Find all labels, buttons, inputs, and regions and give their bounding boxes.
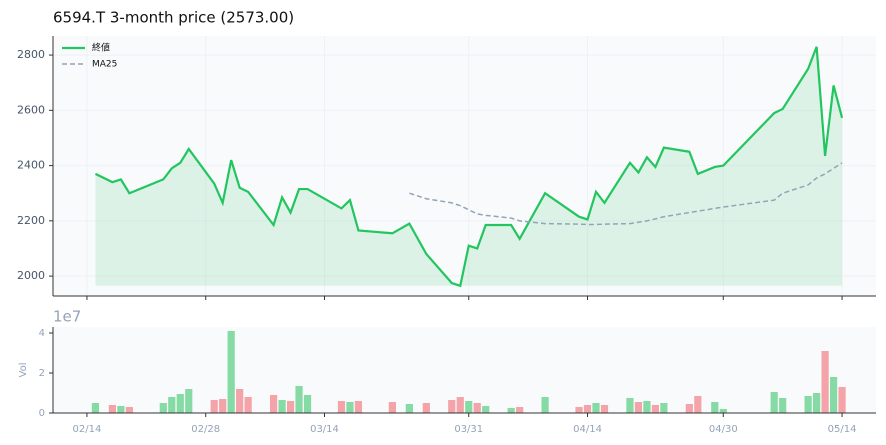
volume-bar xyxy=(159,403,167,413)
plot-bg xyxy=(53,327,876,413)
legend-label: 終値 xyxy=(92,42,110,54)
volume-bar xyxy=(168,397,176,413)
volume-bar xyxy=(804,396,812,413)
volume-bar xyxy=(286,401,295,413)
y-tick-label: 2400 xyxy=(17,159,45,172)
volume-bar xyxy=(422,403,430,413)
x-tick-label: 03/31 xyxy=(454,424,483,435)
volume-bar xyxy=(575,407,583,413)
volume-bar xyxy=(244,397,252,413)
volume-bar xyxy=(465,401,473,413)
volume-bar xyxy=(779,398,787,413)
volume-bar xyxy=(117,406,125,413)
volume-bar xyxy=(227,331,235,413)
y-tick-label: 2 xyxy=(39,368,45,379)
volume-bar xyxy=(354,401,363,413)
volume-bar xyxy=(643,401,651,413)
volume-bar xyxy=(592,403,600,413)
volume-bar xyxy=(278,400,286,413)
y-tick-label: 4 xyxy=(39,328,45,339)
volume-bar xyxy=(711,402,719,413)
volume-bar xyxy=(236,389,244,413)
volume-bar xyxy=(600,405,609,413)
volume-bar xyxy=(176,394,184,413)
y-tick-label: 0 xyxy=(39,408,45,419)
volume-bar xyxy=(583,405,592,413)
volume-bar xyxy=(346,402,354,413)
volume-bar xyxy=(337,401,346,413)
y-tick-label: 2000 xyxy=(17,269,45,282)
volume-bar xyxy=(821,351,829,413)
volume-bar xyxy=(473,403,481,413)
x-tick-label: 04/30 xyxy=(709,424,738,435)
volume-bar xyxy=(405,404,413,413)
line xyxy=(409,162,843,226)
legend-label: MA25 xyxy=(92,60,117,70)
volume-bar xyxy=(694,396,702,413)
volume-bar xyxy=(541,397,549,413)
volume-bar xyxy=(838,387,846,413)
volume-bar xyxy=(269,395,278,413)
volume-bar xyxy=(456,397,464,413)
volume-bar xyxy=(185,389,193,413)
line xyxy=(94,46,844,288)
volume-bar xyxy=(295,386,303,413)
x-tick-label: 04/14 xyxy=(573,424,602,435)
y-tick-label: 2800 xyxy=(17,48,45,61)
chart-title: 6594.T 3-month price (2573.00) xyxy=(53,9,294,27)
volume-bar xyxy=(210,400,218,413)
volume-bar xyxy=(770,392,778,413)
x-tick-label: 05/14 xyxy=(828,424,857,435)
y-axis-label: Vol xyxy=(18,363,29,378)
volume-bar xyxy=(303,395,312,413)
volume-bar xyxy=(634,402,643,413)
volume-bar xyxy=(660,403,668,413)
volume-bar xyxy=(108,405,116,413)
volume-bar xyxy=(685,404,693,413)
volume-bar xyxy=(516,407,524,413)
x-tick-label: 03/14 xyxy=(310,424,339,435)
offset-label: 1e7 xyxy=(53,308,81,326)
y-tick-label: 2200 xyxy=(17,214,45,227)
y-tick-label: 2600 xyxy=(17,103,45,116)
volume-bar xyxy=(651,405,660,413)
volume-bar xyxy=(388,402,396,413)
volume-bar xyxy=(626,398,634,413)
x-tick-label: 02/28 xyxy=(191,424,220,435)
volume-bar xyxy=(219,399,227,413)
volume-bar xyxy=(91,403,100,413)
volume-bar xyxy=(719,409,727,413)
area xyxy=(95,46,843,286)
volume-bar xyxy=(813,393,821,413)
volume-bar xyxy=(482,406,490,413)
volume-bar xyxy=(507,408,515,413)
volume-bar xyxy=(125,407,133,413)
volume-bar xyxy=(829,377,838,413)
volume-bar xyxy=(448,400,456,413)
x-tick-label: 02/14 xyxy=(73,424,102,435)
